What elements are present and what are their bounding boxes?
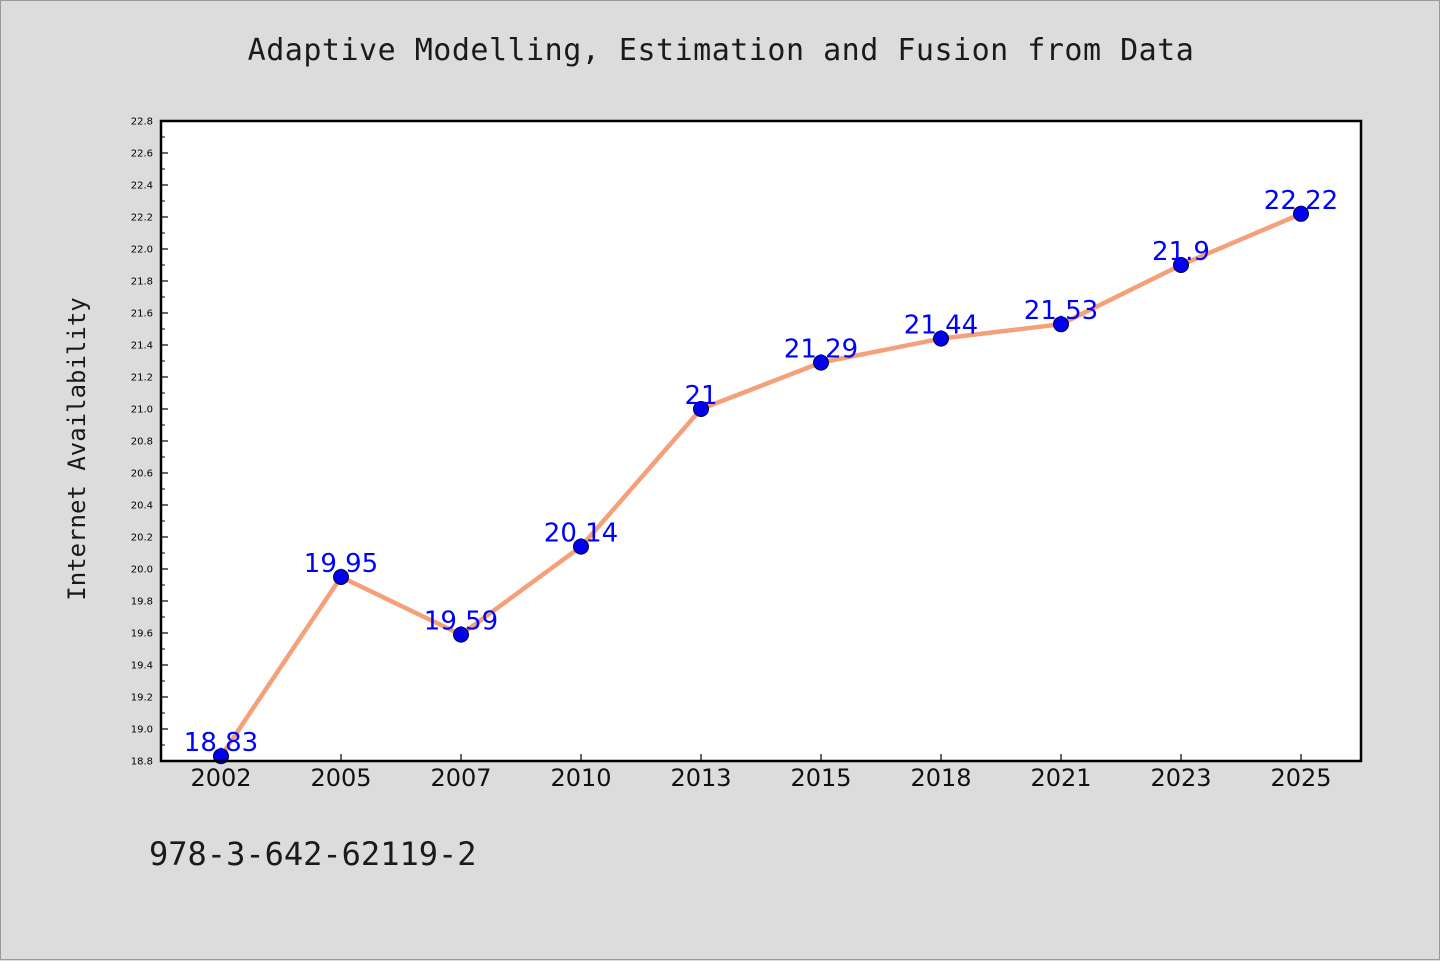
data-label: 19.95 <box>304 549 378 579</box>
y-tick-label: 21.8 <box>131 277 153 288</box>
y-tick-label: 21.6 <box>131 309 153 320</box>
x-tick-label: 2002 <box>190 764 251 792</box>
y-tick-label: 19.6 <box>131 629 153 640</box>
y-tick-label: 20.6 <box>131 469 153 480</box>
data-point <box>1293 205 1309 222</box>
y-tick-label: 22.2 <box>131 213 153 224</box>
y-tick-label: 20.2 <box>131 533 153 544</box>
data-point <box>813 354 829 371</box>
series-line <box>218 211 1304 759</box>
x-tick-label: 2013 <box>670 764 731 792</box>
y-tick-label: 21.2 <box>131 373 153 384</box>
y-tick-label: 21.0 <box>131 405 153 416</box>
data-label: 19.59 <box>424 607 498 637</box>
plot-frame <box>159 119 1363 763</box>
x-tick-label: 2025 <box>1270 764 1331 792</box>
data-label: 21 <box>684 381 717 411</box>
y-tick-label: 20.4 <box>131 501 153 512</box>
x-tick-label: 2010 <box>550 764 611 792</box>
data-label: 22.22 <box>1264 186 1338 216</box>
data-label: 21.29 <box>784 335 858 365</box>
y-tick-label: 18.8 <box>131 757 153 768</box>
y-tick-label: 21.4 <box>131 341 153 352</box>
data-point <box>333 569 349 585</box>
data-point <box>1173 257 1189 273</box>
data-label: 21.44 <box>904 311 978 341</box>
x-tick-label: 2021 <box>1030 764 1091 792</box>
x-tick-label: 2018 <box>910 764 971 792</box>
x-tick-label: 2023 <box>1150 764 1211 792</box>
data-label: 20.14 <box>544 519 618 549</box>
x-tick-label: 2015 <box>790 764 851 792</box>
data-point <box>1053 316 1069 333</box>
y-tick-label: 22.4 <box>131 181 153 192</box>
y-tick-label: 22.8 <box>131 117 153 128</box>
y-tick-label: 22.6 <box>131 149 153 160</box>
y-tick-label: 19.2 <box>131 693 153 704</box>
data-label: 21.53 <box>1024 296 1098 326</box>
chart-title: Adaptive Modelling, Estimation and Fusio… <box>247 33 1195 68</box>
data-label: 21.9 <box>1152 237 1210 267</box>
data-point <box>573 538 589 555</box>
data-point <box>693 401 709 417</box>
y-tick-label: 20.8 <box>131 437 153 448</box>
y-tick-label: 20.0 <box>131 565 153 576</box>
plot-background <box>161 121 1361 761</box>
data-label: 18.83 <box>184 728 258 758</box>
isbn-text: 978-3-642-62119-2 <box>149 835 477 873</box>
x-tick-label: 2007 <box>430 764 491 792</box>
y-tick-label: 19.4 <box>131 661 153 672</box>
data-point <box>453 626 469 643</box>
y-tick-label: 22.0 <box>131 245 153 256</box>
y-tick-label: 19.0 <box>131 725 153 736</box>
y-tick-label: 19.8 <box>131 597 153 608</box>
data-point <box>933 330 949 347</box>
x-tick-label: 2005 <box>310 764 371 792</box>
